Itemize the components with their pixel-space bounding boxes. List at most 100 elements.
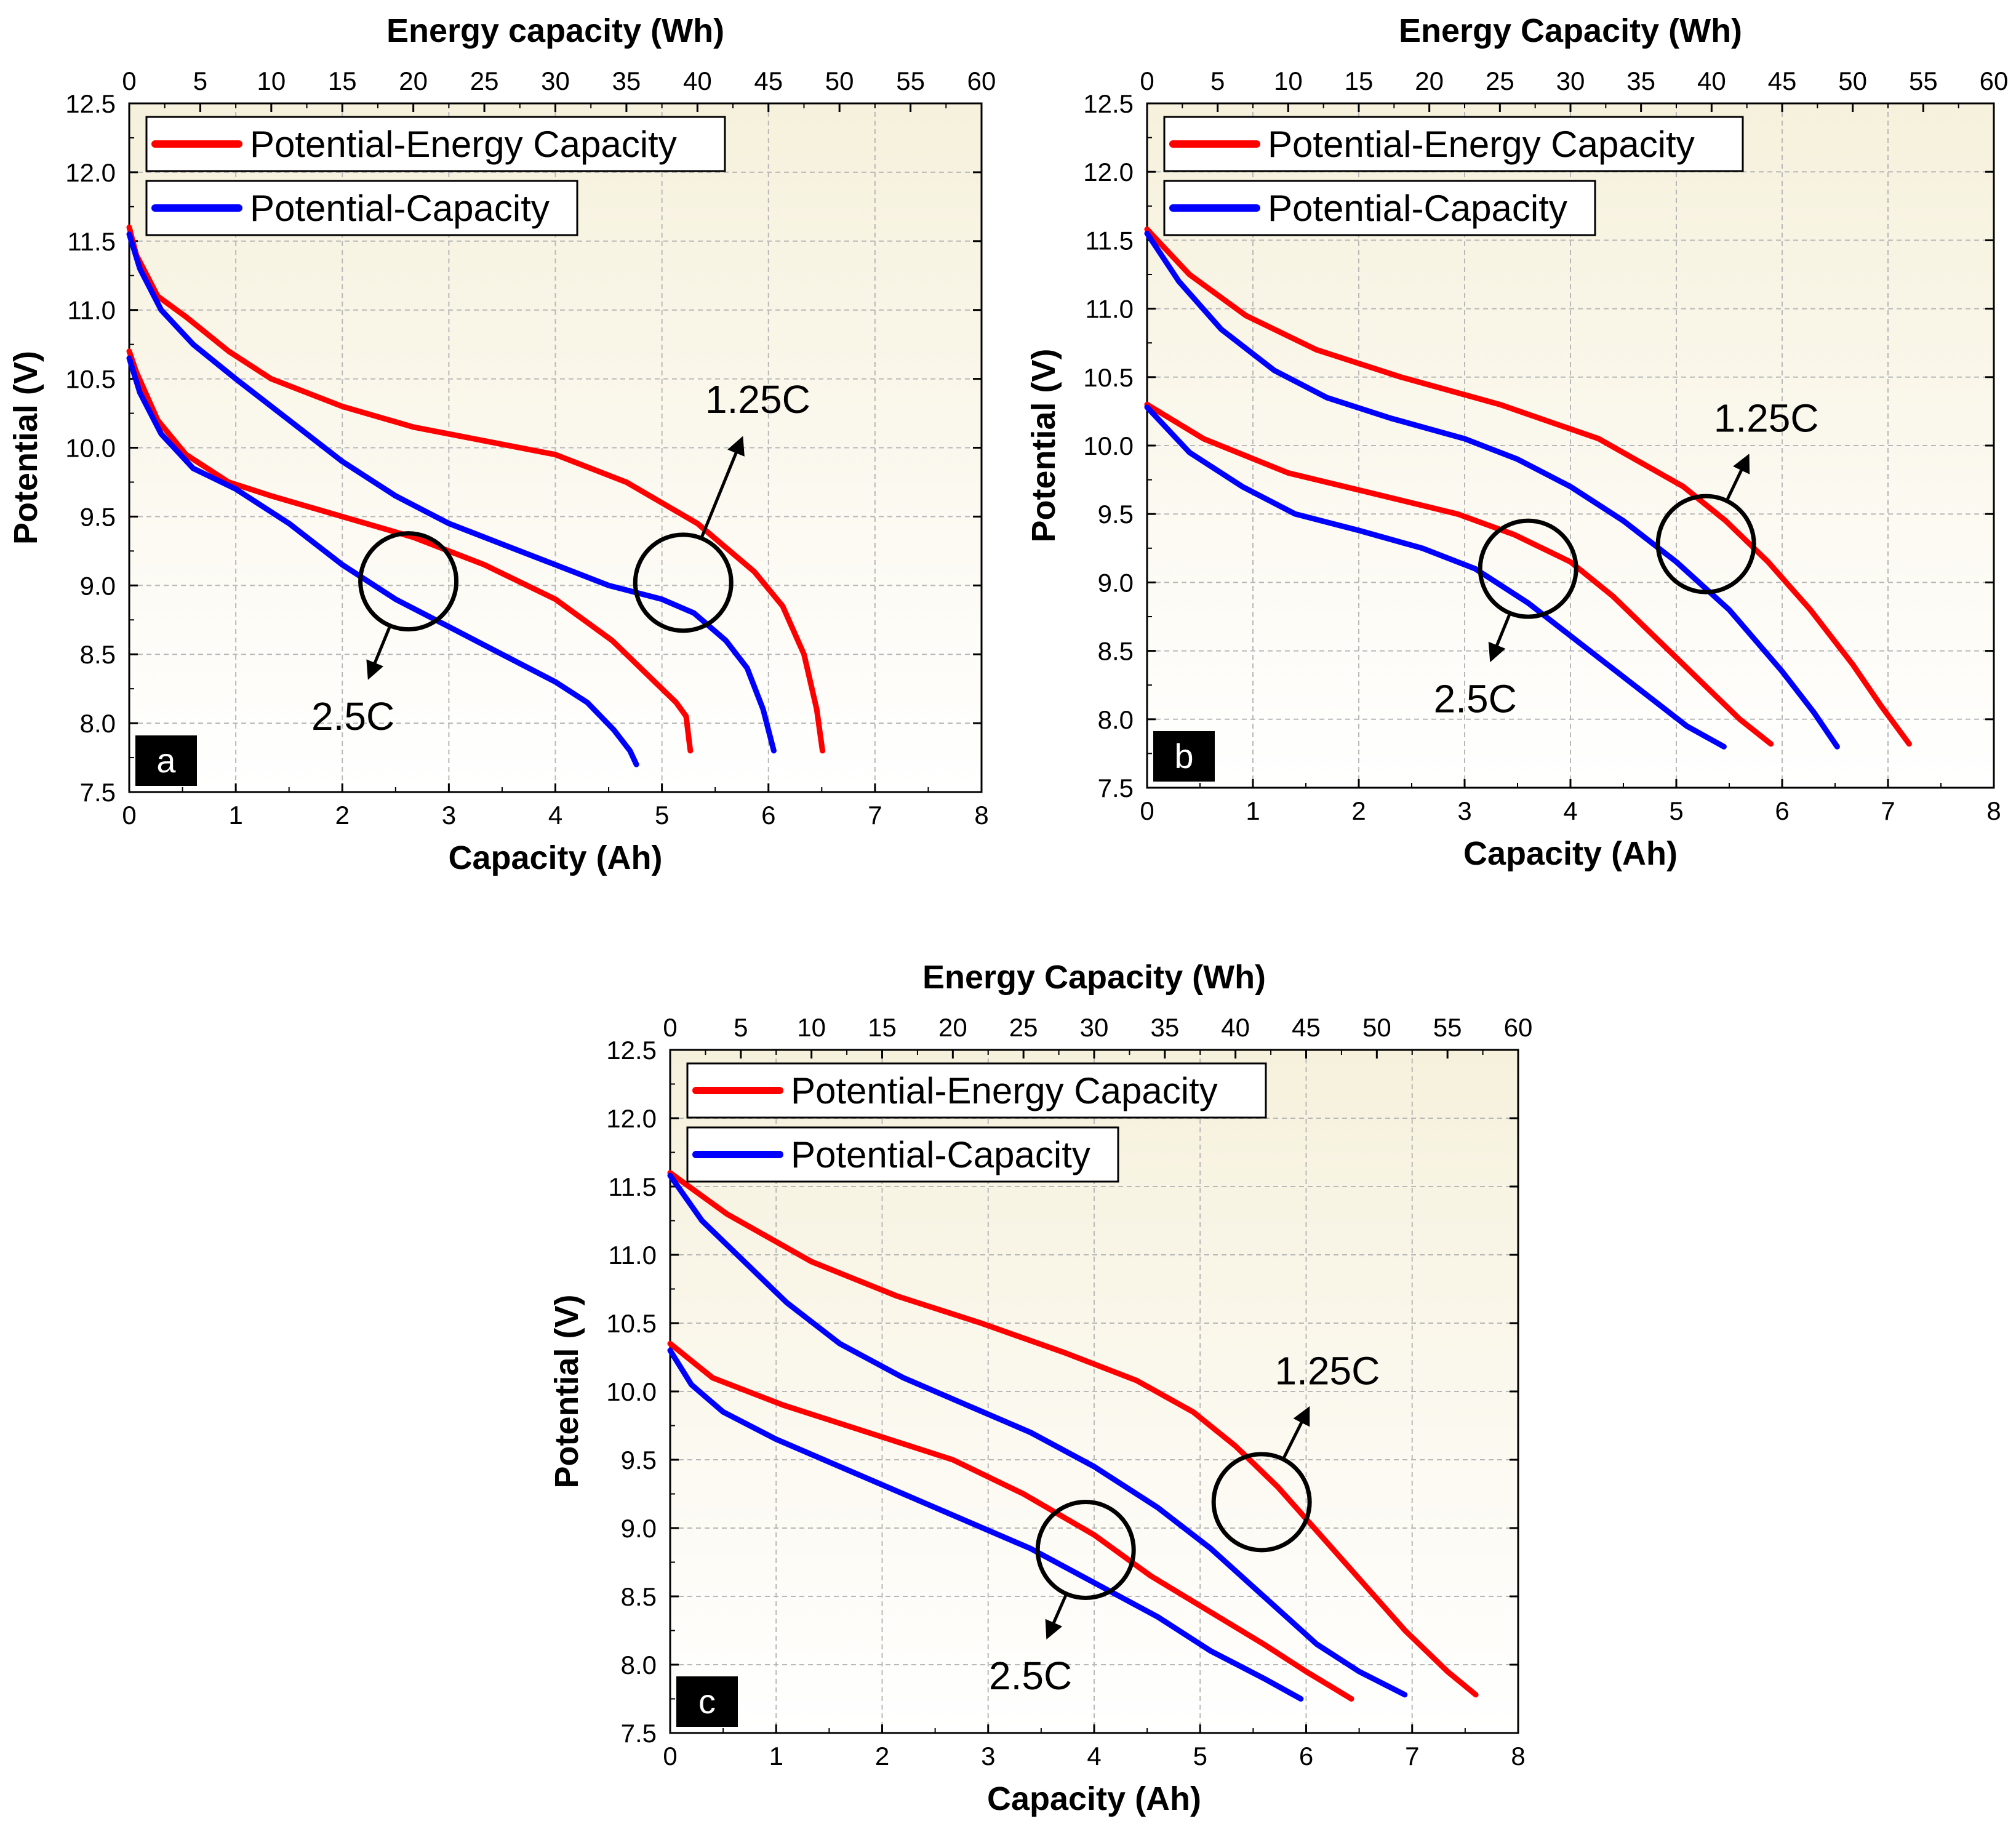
bottom-tick-label: 4 (1563, 796, 1577, 825)
bottom-tick-label: 8 (974, 801, 988, 830)
top-tick-label: 50 (1838, 66, 1867, 95)
top-tick-label: 0 (1140, 66, 1154, 95)
bottom-tick-label: 6 (1299, 1742, 1313, 1771)
bottom-axis: 0 1 2 3 4 5 6 7 8 Capacity (Ah) (1140, 779, 2001, 872)
left-axis-title: Potential (V) (548, 1294, 585, 1488)
top-tick-label: 35 (1150, 1013, 1179, 1042)
series-line-capacity-1 (667, 1172, 1408, 1698)
left-tick-label: 7.5 (621, 1719, 657, 1748)
top-tick-label: 55 (1433, 1013, 1462, 1042)
bottom-tick-label: 3 (981, 1742, 995, 1771)
panel-label: a (156, 741, 176, 780)
top-tick-label: 45 (1292, 1013, 1321, 1042)
series-lines (126, 224, 825, 767)
annotation-arrow (1725, 454, 1750, 502)
bottom-axis: 0 1 2 3 4 5 6 7 8 Capacity (Ah) (663, 1724, 1526, 1817)
annotation-label: 2.5C (989, 1654, 1072, 1698)
left-tick-label: 9.0 (621, 1514, 657, 1543)
left-tick-label: 11.5 (67, 227, 116, 256)
legend: Potential-Energy Capacity Potential-Capac… (686, 1062, 1267, 1183)
top-tick-label: 5 (1210, 66, 1225, 95)
left-tick-label: 8.0 (621, 1651, 657, 1679)
series-lines (667, 1170, 1479, 1702)
bottom-tick-label: 7 (1405, 1742, 1419, 1771)
left-tick-label: 8.5 (80, 640, 116, 669)
bottom-tick-label: 5 (1193, 1742, 1207, 1771)
left-tick-label: 12.5 (606, 1036, 657, 1065)
panel-label-box (1153, 731, 1215, 782)
bottom-tick-label: 0 (122, 801, 136, 830)
bottom-axis-title: Capacity (Ah) (987, 1780, 1201, 1817)
annotation-label: 1.25C (1275, 1349, 1380, 1393)
left-axis: 7.5 8.0 8.5 9.0 9.5 10.0 10.5 11.0 11.5 12.0 12.5 P… (1025, 89, 1994, 802)
bottom-tick-label: 2 (335, 801, 350, 830)
series-lines (1144, 226, 1912, 750)
top-tick-label: 0 (663, 1013, 677, 1042)
annotations: 1.25C 2.5C (311, 377, 810, 738)
bottom-tick-label: 1 (228, 801, 242, 830)
left-tick-label: 12.0 (65, 158, 116, 187)
top-tick-label: 25 (1009, 1013, 1038, 1042)
left-tick-label: 11.0 (1085, 295, 1134, 324)
left-tick-label: 12.5 (1083, 89, 1134, 118)
left-tick-label: 7.5 (1098, 774, 1134, 802)
top-tick-label: 40 (1221, 1013, 1250, 1042)
left-tick-label: 10.5 (1083, 363, 1134, 392)
annotation-circle (1035, 1500, 1136, 1601)
series-line-capacity-1 (1144, 230, 1840, 750)
bottom-tick-label: 5 (655, 801, 669, 830)
top-axis-title: Energy Capacity (Wh) (1399, 12, 1742, 49)
bottom-axis-title: Capacity (Ah) (448, 839, 662, 876)
left-tick-label: 8.0 (1098, 705, 1134, 734)
panel-label-box (135, 735, 197, 786)
top-axis-title: Energy capacity (Wh) (386, 12, 724, 49)
legend: Potential-Energy Capacity Potential-Capac… (145, 116, 726, 236)
legend-box (686, 1062, 1267, 1119)
left-tick-label: 9.0 (80, 571, 116, 600)
legend-box (1163, 116, 1744, 172)
panel-label: c (698, 1682, 716, 1721)
series-line-capacity-1 (126, 231, 777, 754)
bottom-tick-label: 2 (1351, 796, 1366, 825)
left-axis-title: Potential (V) (7, 351, 44, 545)
bottom-tick-label: 1 (769, 1742, 783, 1771)
left-tick-label: 8.0 (80, 709, 116, 738)
top-tick-label: 60 (967, 66, 996, 95)
annotation-arrow (366, 625, 392, 680)
legend-label: Potential-Capacity (250, 188, 550, 229)
top-tick-label: 15 (1345, 66, 1374, 95)
series-line-capacity-3 (126, 355, 639, 767)
top-axis: 0 5 10 15 20 25 30 35 40 45 50 55 60 Energy capacity … (122, 12, 996, 112)
top-axis: 0 5 10 15 20 25 30 35 40 45 50 55 60 Energy Capacity … (1140, 12, 2008, 112)
top-tick-label: 40 (683, 66, 712, 95)
top-tick-label: 5 (734, 1013, 748, 1042)
top-tick-label: 50 (1362, 1013, 1391, 1042)
legend-box (145, 116, 726, 172)
top-tick-label: 10 (797, 1013, 826, 1042)
left-tick-label: 9.0 (1098, 568, 1134, 597)
left-tick-label: 10.5 (65, 365, 116, 394)
left-axis: 7.5 8.0 8.5 9.0 9.5 10.0 10.5 11.0 11.5 12.0 12.5 P… (548, 1036, 1518, 1748)
annotation-circle (633, 532, 734, 633)
bottom-tick-label: 0 (663, 1742, 677, 1771)
left-axis: 7.5 8.0 8.5 9.0 9.5 10.0 10.5 11.0 11.5 12.0 12.5 P… (7, 89, 982, 807)
top-tick-label: 30 (1080, 1013, 1109, 1042)
left-tick-label: 12.5 (65, 89, 116, 118)
top-tick-label: 55 (896, 66, 925, 95)
left-tick-label: 12.0 (1083, 158, 1134, 186)
bottom-tick-label: 4 (548, 801, 562, 830)
top-tick-label: 25 (1486, 66, 1514, 95)
bottom-tick-label: 7 (1881, 796, 1895, 825)
annotation-label: 2.5C (311, 694, 394, 738)
series-line-capacity-3 (667, 1347, 1304, 1702)
top-tick-label: 15 (328, 66, 357, 95)
bottom-tick-label: 8 (1986, 796, 2001, 825)
annotation-circle (1655, 494, 1756, 594)
annotation-label: 2.5C (1434, 676, 1517, 721)
bottom-tick-label: 5 (1669, 796, 1683, 825)
bottom-tick-label: 3 (442, 801, 456, 830)
left-tick-label: 9.5 (80, 502, 116, 531)
